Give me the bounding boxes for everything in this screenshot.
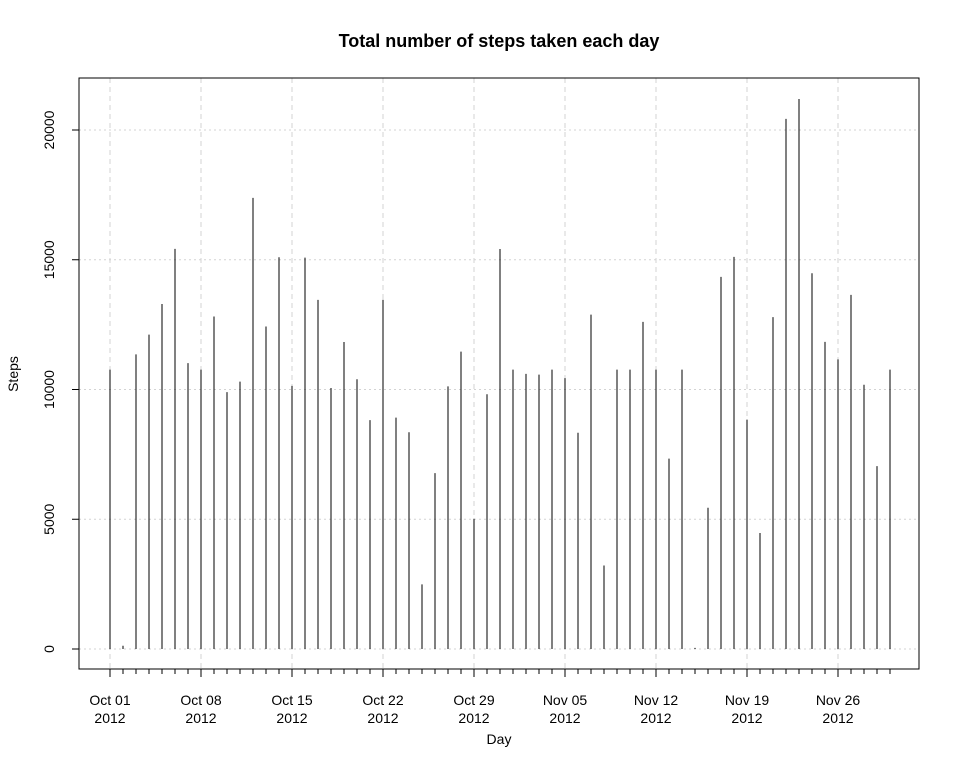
x-tick-label: Oct 01	[89, 692, 130, 708]
x-tick-label: Oct 22	[362, 692, 403, 708]
y-axis: 0 5000 10000 15000 20000	[41, 110, 79, 653]
x-tick-label: Nov 05	[543, 692, 588, 708]
x-tick-label-year: 2012	[458, 710, 489, 726]
y-tick-label: 15000	[41, 240, 57, 279]
x-tick-label-year: 2012	[549, 710, 580, 726]
x-tick-label-year: 2012	[640, 710, 671, 726]
plot-frame	[78, 77, 920, 670]
y-tick-label: 20000	[41, 110, 57, 149]
x-tick-label: Oct 08	[180, 692, 221, 708]
y-tick-label: 10000	[41, 370, 57, 409]
x-tick-label-year: 2012	[367, 710, 398, 726]
y-tick-label: 0	[41, 645, 57, 653]
x-tick-label: Oct 15	[271, 692, 312, 708]
x-tick-label-year: 2012	[94, 710, 125, 726]
x-axis: Oct 01 2012 Oct 08 2012 Oct 15 2012 Oct 22 2012…	[89, 668, 891, 726]
bars-group	[109, 99, 891, 649]
y-tick-label: 5000	[41, 503, 57, 534]
x-axis-label: Day	[487, 731, 512, 747]
x-tick-label: Oct 29	[453, 692, 494, 708]
x-tick-label-year: 2012	[822, 710, 853, 726]
x-tick-label: Nov 19	[725, 692, 770, 708]
grid-lines	[79, 78, 919, 669]
x-tick-label-year: 2012	[731, 710, 762, 726]
x-tick-label: Nov 26	[816, 692, 861, 708]
chart-title: Total number of steps taken each day	[339, 31, 660, 51]
x-tick-label-year: 2012	[185, 710, 216, 726]
y-axis-label: Steps	[5, 356, 21, 392]
x-tick-label-year: 2012	[276, 710, 307, 726]
x-tick-label: Nov 12	[634, 692, 679, 708]
